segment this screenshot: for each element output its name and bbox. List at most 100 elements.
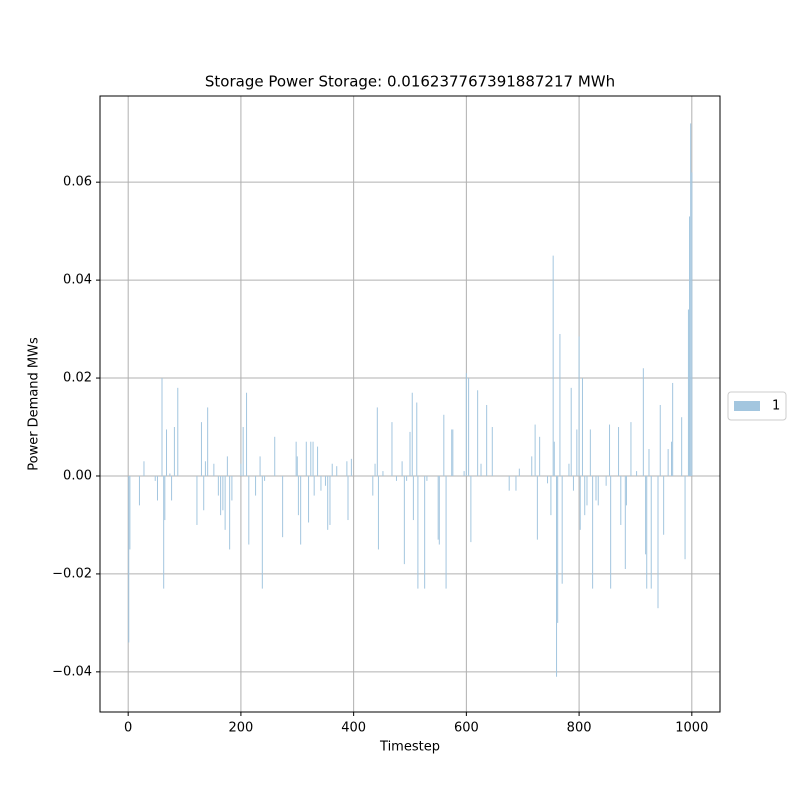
bar xyxy=(329,475,331,525)
bar xyxy=(515,475,517,491)
bar xyxy=(491,427,493,476)
bar xyxy=(589,429,591,476)
bar xyxy=(297,475,299,516)
bar xyxy=(204,461,206,476)
bar xyxy=(242,427,244,476)
bar xyxy=(417,475,419,589)
bar xyxy=(445,475,447,589)
bar xyxy=(259,456,261,476)
y-tick-label: −0.02 xyxy=(52,566,92,581)
bar xyxy=(630,422,632,476)
x-axis-label: Timestep xyxy=(379,740,440,755)
bar xyxy=(480,463,482,476)
bar xyxy=(346,461,348,476)
bar xyxy=(424,475,426,589)
bar xyxy=(217,475,219,496)
bar xyxy=(411,392,413,476)
bar xyxy=(347,475,349,521)
bar xyxy=(327,475,329,530)
bar xyxy=(609,424,611,476)
bar xyxy=(689,216,691,476)
bar xyxy=(539,436,541,476)
bar xyxy=(557,475,559,623)
bar xyxy=(300,475,302,545)
x-tick-label: 1000 xyxy=(675,721,708,736)
bar xyxy=(645,475,647,555)
bar xyxy=(568,463,570,476)
bar xyxy=(508,475,510,491)
bar xyxy=(282,475,284,538)
bar xyxy=(406,475,408,481)
chart-title: Storage Power Storage: 0.016237767391887… xyxy=(205,73,615,91)
bar xyxy=(296,456,298,476)
bar xyxy=(177,387,179,476)
bar xyxy=(578,336,580,476)
bar xyxy=(305,441,307,476)
x-tick-label: 200 xyxy=(228,721,253,736)
bar xyxy=(584,475,586,516)
bar xyxy=(636,471,638,476)
bar xyxy=(391,422,393,476)
x-tick-label: 800 xyxy=(567,721,592,736)
bar xyxy=(553,441,555,476)
bar xyxy=(372,475,374,496)
bar xyxy=(231,475,233,501)
bar xyxy=(648,449,650,476)
bar xyxy=(477,390,479,476)
bar xyxy=(452,429,454,476)
bar xyxy=(552,255,554,476)
bar xyxy=(203,475,205,511)
bar xyxy=(486,404,488,476)
y-axis-label: Power Demand MWs xyxy=(27,337,42,471)
bar xyxy=(650,475,652,589)
bar xyxy=(438,475,440,545)
bar xyxy=(229,475,231,550)
bar xyxy=(163,475,165,589)
bar xyxy=(657,475,659,609)
bar xyxy=(129,475,131,550)
bar xyxy=(586,475,588,506)
bar xyxy=(437,475,439,540)
bar xyxy=(220,475,222,516)
bar xyxy=(313,475,315,496)
bar xyxy=(518,468,520,476)
bar xyxy=(200,422,202,476)
bar xyxy=(226,456,228,476)
bar xyxy=(412,475,414,521)
bar xyxy=(374,463,376,476)
bar xyxy=(138,475,140,506)
y-tick-label: −0.04 xyxy=(52,664,92,679)
bar xyxy=(451,429,453,476)
bar xyxy=(166,429,168,476)
bar xyxy=(154,475,156,481)
bar xyxy=(213,463,215,476)
bar xyxy=(143,461,145,476)
bar xyxy=(350,458,352,476)
bar xyxy=(382,471,384,476)
bar xyxy=(659,404,661,476)
bar xyxy=(248,475,250,545)
bar xyxy=(443,414,445,476)
bar xyxy=(536,475,538,540)
bar xyxy=(605,475,607,486)
y-tick-label: 0.04 xyxy=(63,273,92,288)
bar xyxy=(592,475,594,589)
bar xyxy=(224,475,226,530)
bar xyxy=(310,441,312,476)
plot-frame xyxy=(99,95,721,713)
bar xyxy=(595,475,597,501)
bar xyxy=(610,475,612,589)
bar xyxy=(320,475,322,491)
bar xyxy=(246,392,248,476)
bar xyxy=(274,436,276,476)
bar xyxy=(156,475,158,501)
bar xyxy=(377,475,379,550)
bar xyxy=(684,475,686,560)
bar xyxy=(169,473,171,476)
x-tick-label: 400 xyxy=(341,721,366,736)
y-tick-label: 0.00 xyxy=(63,468,92,483)
bar xyxy=(531,456,533,476)
bar xyxy=(579,475,581,530)
legend-swatch xyxy=(734,401,760,411)
